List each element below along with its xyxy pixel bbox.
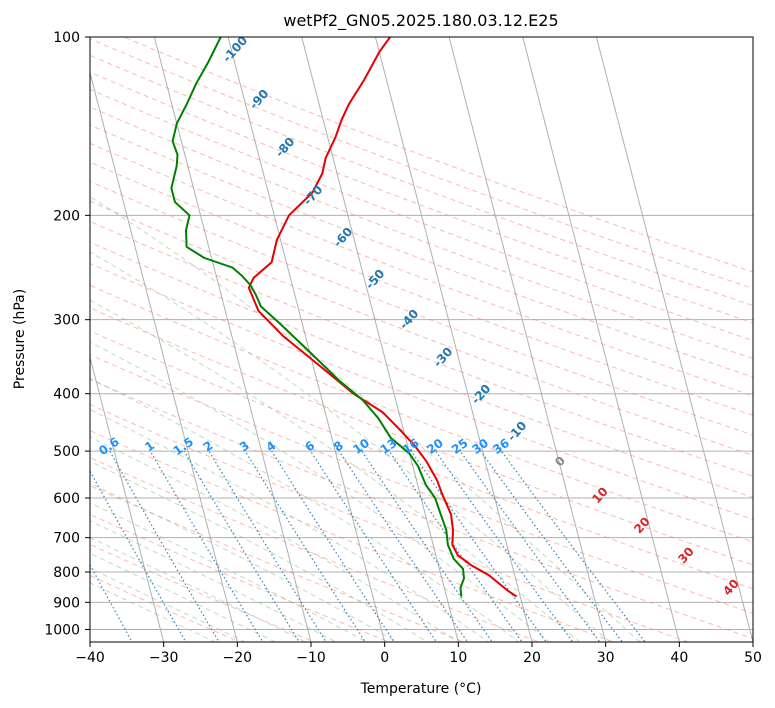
y-tick-label: 800 bbox=[53, 565, 80, 581]
mixing-ratio-line bbox=[109, 450, 220, 642]
y-tick-label: 100 bbox=[53, 30, 80, 46]
isotherm-line bbox=[374, 37, 533, 642]
dry-adiabat-line bbox=[90, 241, 753, 499]
grid-lines bbox=[90, 37, 753, 642]
moist-adiabat-line bbox=[90, 520, 337, 642]
moist-adiabat-line bbox=[90, 251, 611, 642]
mixing-ratio-line bbox=[361, 450, 494, 642]
y-tick-label: 500 bbox=[53, 444, 80, 460]
dry-adiabat-line bbox=[90, 200, 753, 456]
isotherm-line bbox=[595, 37, 753, 642]
dry-adiabat-line bbox=[90, 543, 317, 642]
dry-adiabat-line bbox=[90, 262, 753, 520]
moist-adiabat-line bbox=[90, 299, 581, 642]
dry-adiabat-line bbox=[90, 378, 753, 640]
moist-adiabats bbox=[90, 196, 641, 642]
isotherm-line bbox=[301, 37, 459, 642]
dry-adiabat-line bbox=[90, 124, 753, 378]
dry-adiabats bbox=[90, 37, 753, 642]
isotherm-line bbox=[522, 37, 680, 642]
moist-adiabat-line bbox=[90, 408, 490, 642]
dry-adiabat-line bbox=[90, 403, 690, 642]
moist-adiabat-line bbox=[90, 460, 429, 642]
dry-adiabat-line bbox=[90, 457, 541, 642]
mixing-ratio-line bbox=[271, 450, 395, 642]
moist-adiabat-line bbox=[90, 436, 460, 642]
y-tick-label: 600 bbox=[53, 491, 80, 507]
x-tick-label: −20 bbox=[223, 650, 253, 666]
moist-adiabat-line bbox=[90, 341, 551, 642]
x-tick-label: 20 bbox=[523, 650, 541, 666]
mixing-ratio-line bbox=[90, 563, 133, 642]
y-axis-title: Pressure (hPa) bbox=[12, 289, 28, 389]
dry-adiabat-line bbox=[90, 354, 753, 614]
mixing-ratio-line bbox=[90, 470, 187, 642]
x-tick-label: 10 bbox=[449, 650, 467, 666]
temperature-line bbox=[247, 37, 518, 598]
x-tick-label: −10 bbox=[296, 650, 326, 666]
moist-adiabat-line bbox=[90, 482, 398, 642]
mixing-ratio-line bbox=[338, 450, 469, 642]
isotherm-line bbox=[90, 70, 238, 642]
mixing-ratio-line bbox=[149, 450, 264, 642]
mixing-ratio-line bbox=[183, 450, 300, 642]
dewpoint-line bbox=[170, 37, 466, 597]
y-tick-label: 700 bbox=[53, 531, 80, 547]
y-tick-label: 1000 bbox=[44, 622, 80, 638]
dry-adiabat-line bbox=[90, 54, 753, 306]
mixing-ratio-line bbox=[435, 450, 574, 642]
dry-adiabat-line bbox=[90, 106, 753, 360]
isotherm-line bbox=[448, 37, 607, 642]
mixing-ratio-line bbox=[244, 450, 367, 642]
mixing-ratio-line bbox=[410, 450, 548, 642]
axes: −40 −30 −20 −10 0 10 20 30 40 50 100 200 300 400 500 60… bbox=[44, 30, 762, 666]
x-tick-label: −30 bbox=[149, 650, 179, 666]
mixing-ratio-lines bbox=[90, 450, 646, 642]
x-axis-title: Temperature (°C) bbox=[360, 681, 482, 697]
dry-adiabat-line bbox=[90, 284, 753, 543]
sounding-series bbox=[170, 37, 518, 598]
dry-adiabat-line bbox=[90, 38, 753, 290]
dry-adiabat-line bbox=[90, 180, 753, 436]
y-tick-label: 900 bbox=[53, 595, 80, 611]
plot-frame bbox=[89, 36, 754, 643]
x-tick-label: 50 bbox=[744, 650, 762, 666]
x-tick-label: −40 bbox=[75, 650, 105, 666]
y-tick-label: 400 bbox=[53, 387, 80, 403]
dry-adiabat-line bbox=[90, 430, 615, 642]
x-tick-label: 30 bbox=[597, 650, 615, 666]
mixing-ratio-line bbox=[208, 450, 327, 642]
y-tick-label: 300 bbox=[53, 313, 80, 329]
y-tick-label: 200 bbox=[53, 208, 80, 224]
chart-title: wetPf2_GN05.2025.180.03.12.E25 bbox=[283, 11, 558, 31]
dry-adiabat-line bbox=[90, 484, 466, 642]
x-tick-label: 40 bbox=[670, 650, 688, 666]
mixing-ratio-line bbox=[388, 450, 523, 642]
isotherm-line bbox=[90, 355, 165, 642]
moist-adiabat-line bbox=[90, 196, 641, 642]
isotherm-line bbox=[153, 37, 312, 642]
x-tick-label: 0 bbox=[380, 650, 389, 666]
plot-area: 0.10.20.40.611.52346810131620253036-100-… bbox=[90, 37, 753, 642]
